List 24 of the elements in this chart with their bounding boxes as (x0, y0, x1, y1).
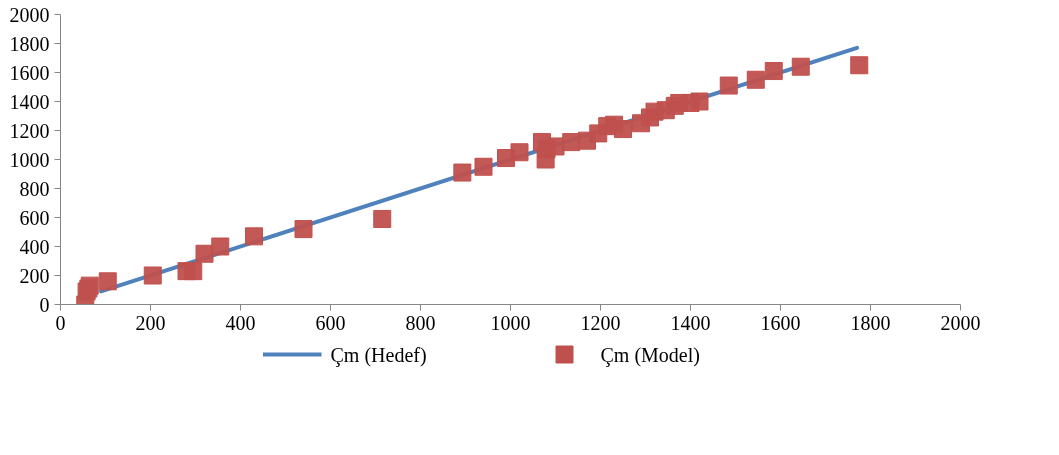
y-tick-label: 800 (19, 177, 50, 200)
x-tick-label: 2000 (940, 311, 981, 334)
y-tick-label: 2000 (9, 3, 50, 26)
x-tick-label: 1600 (760, 311, 801, 334)
legend-label: Çm (Model) (600, 343, 700, 367)
y-tick-label: 0 (39, 293, 50, 316)
x-tick-label: 1000 (490, 311, 531, 334)
y-tick-label: 1400 (9, 90, 50, 113)
y-tick-label: 1800 (9, 32, 50, 55)
y-tick-label: 600 (19, 206, 50, 229)
x-tick-label: 600 (315, 311, 346, 334)
y-tick-label: 200 (19, 264, 50, 287)
legend-label: Çm (Hedef) (330, 343, 427, 367)
x-tick-label: 200 (135, 311, 166, 334)
y-tick-label: 1000 (9, 148, 50, 171)
x-tick-label: 400 (225, 311, 256, 334)
x-tick-label: 800 (405, 311, 436, 334)
y-tick-label: 400 (19, 235, 50, 258)
x-tick-label: 1200 (580, 311, 621, 334)
x-tick-label: 1800 (850, 311, 891, 334)
x-tick-label: 1400 (670, 311, 711, 334)
y-tick-label: 1200 (9, 119, 50, 142)
x-tick-label: 0 (55, 311, 66, 334)
y-tick-label: 1600 (9, 61, 50, 84)
